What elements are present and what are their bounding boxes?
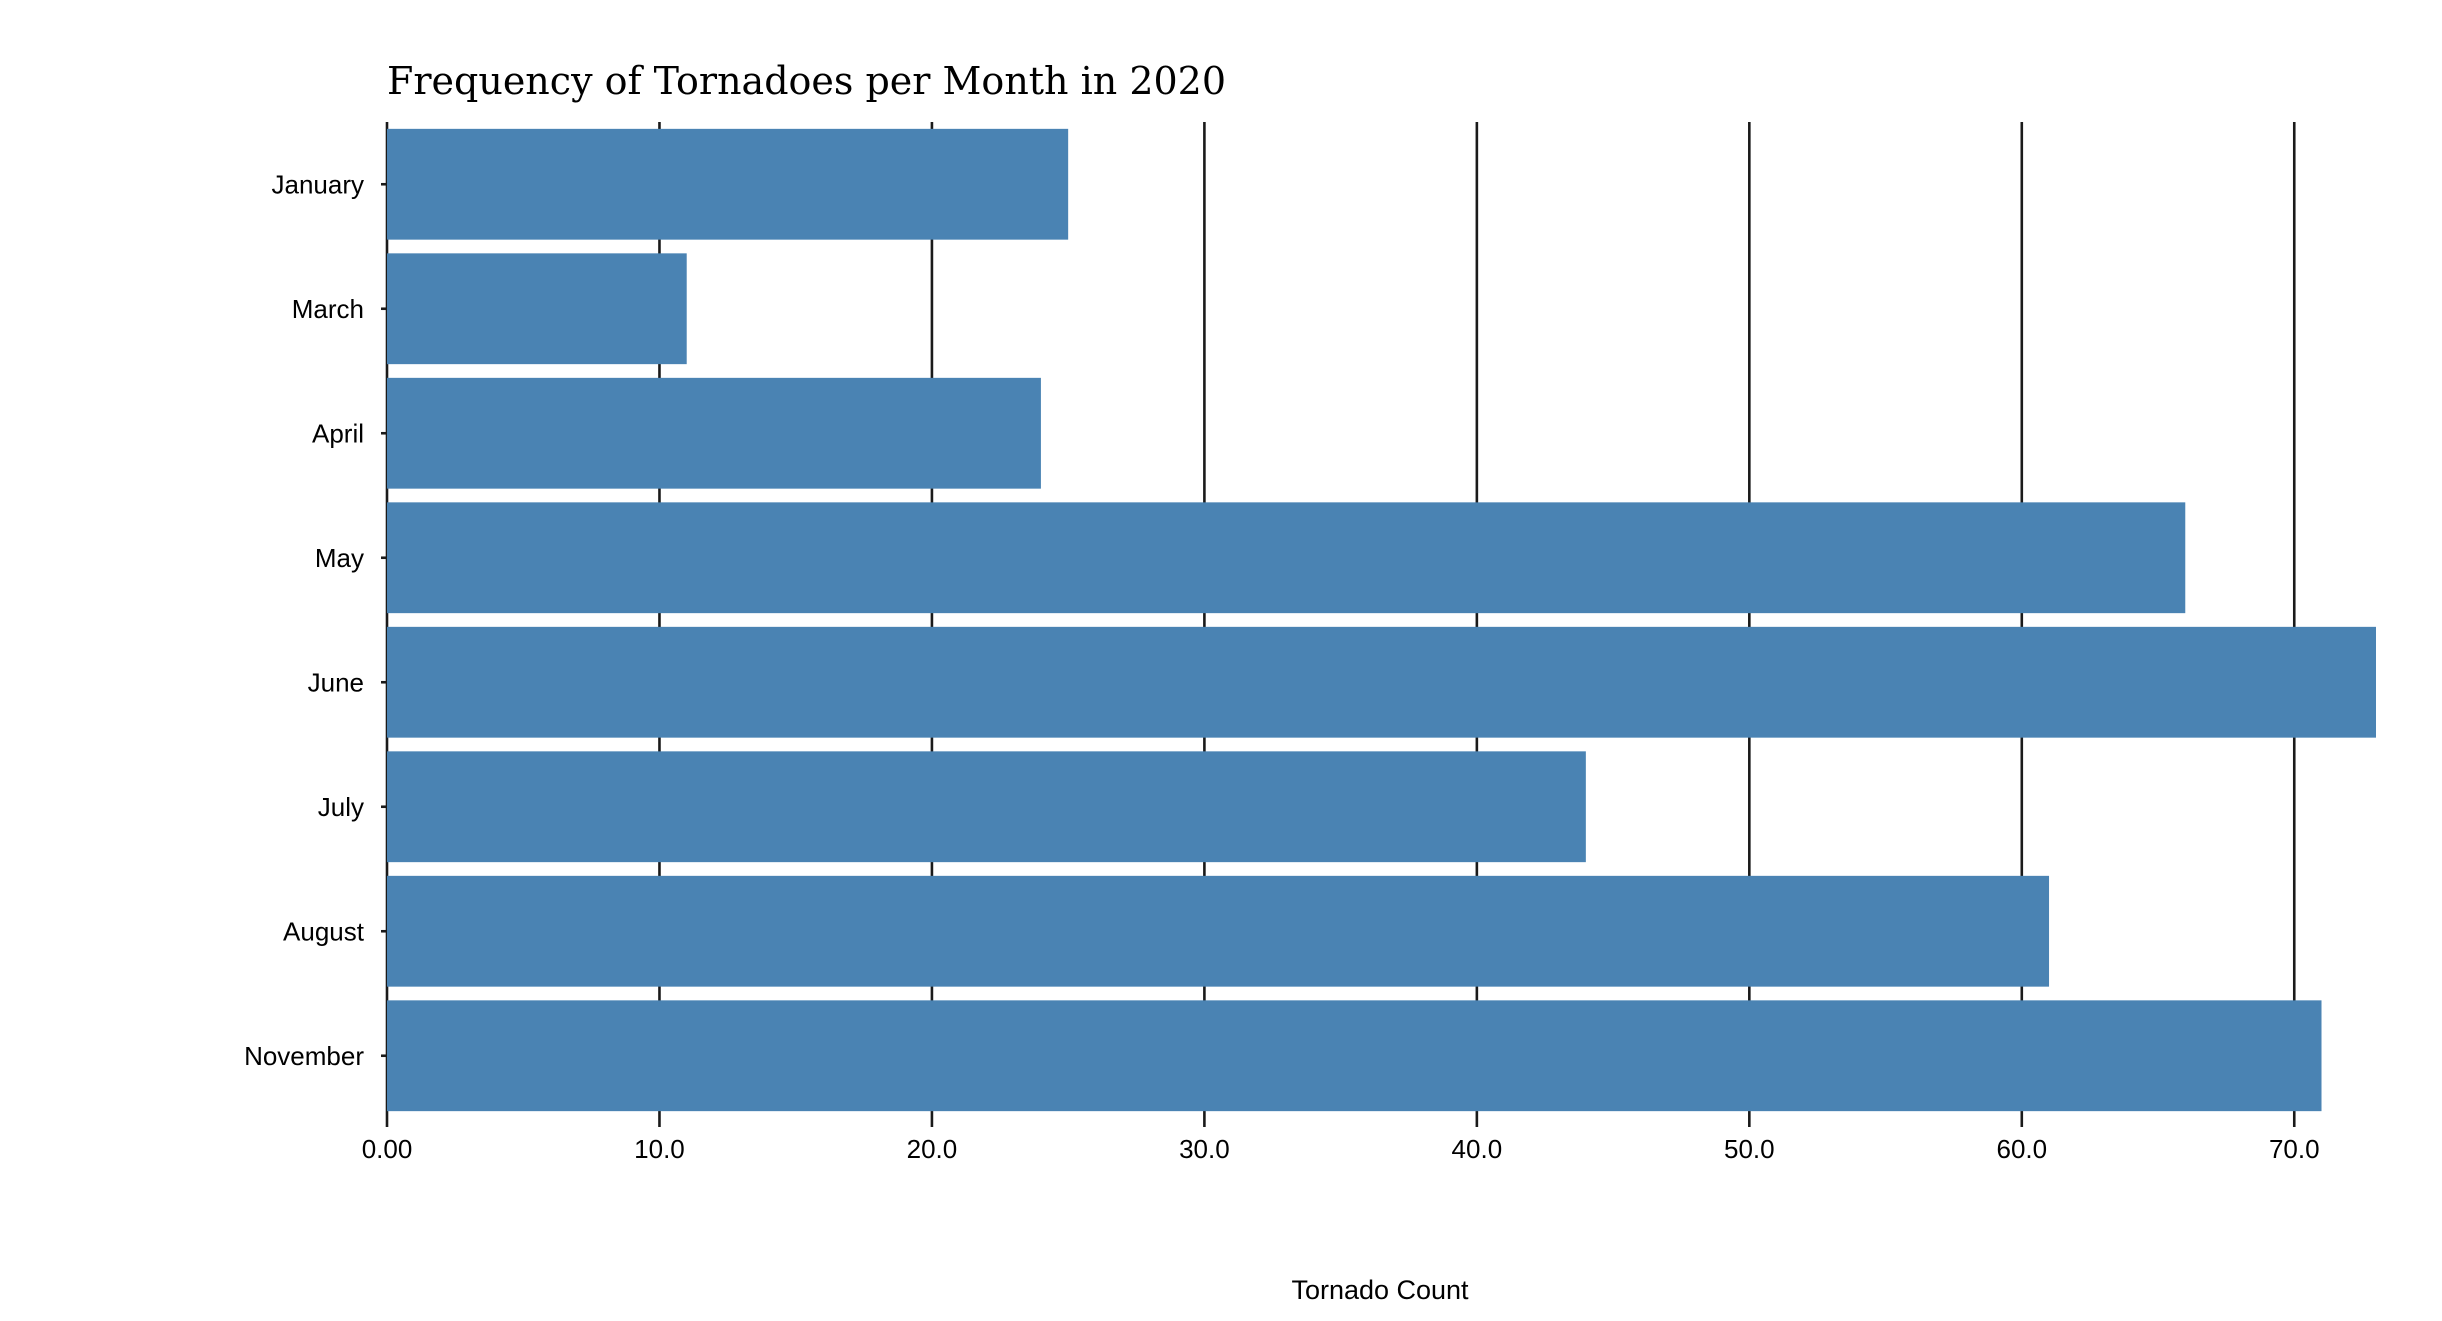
x-tick-label: 30.0 — [1179, 1134, 1230, 1164]
x-tick-label: 0.00 — [362, 1134, 413, 1164]
bar-january — [387, 128, 1069, 240]
bars — [387, 128, 2376, 1112]
y-tick-label: May — [315, 543, 364, 573]
bar-august — [387, 875, 2050, 987]
bar-june — [387, 626, 2376, 738]
bar-march — [387, 253, 687, 365]
y-tick-label: March — [292, 294, 364, 324]
bar-november — [387, 1000, 2322, 1112]
chart-title: Frequency of Tornadoes per Month in 2020 — [387, 59, 1226, 103]
x-tick-label: 70.0 — [2269, 1134, 2320, 1164]
x-tick-label: 60.0 — [1996, 1134, 2047, 1164]
y-axis: January March April May June July August Novemb… — [244, 169, 387, 1071]
bar-may — [387, 502, 2186, 614]
y-tick-label: April — [312, 418, 364, 448]
bar-april — [387, 377, 1041, 489]
x-tick-label: 40.0 — [1452, 1134, 1503, 1164]
y-tick-label: July — [318, 792, 364, 822]
y-tick-label: November — [244, 1041, 364, 1071]
y-tick-label: August — [283, 916, 365, 946]
x-tick-label: 50.0 — [1724, 1134, 1775, 1164]
x-axis-label: Tornado Count — [1291, 1275, 1469, 1305]
x-axis: 0.00 10.0 20.0 30.0 40.0 50.0 60.0 70.0 — [362, 1118, 2320, 1164]
y-tick-label: January — [272, 169, 365, 199]
x-tick-label: 20.0 — [907, 1134, 958, 1164]
bar-july — [387, 751, 1586, 863]
x-tick-label: 10.0 — [634, 1134, 685, 1164]
y-tick-label: June — [308, 667, 364, 697]
